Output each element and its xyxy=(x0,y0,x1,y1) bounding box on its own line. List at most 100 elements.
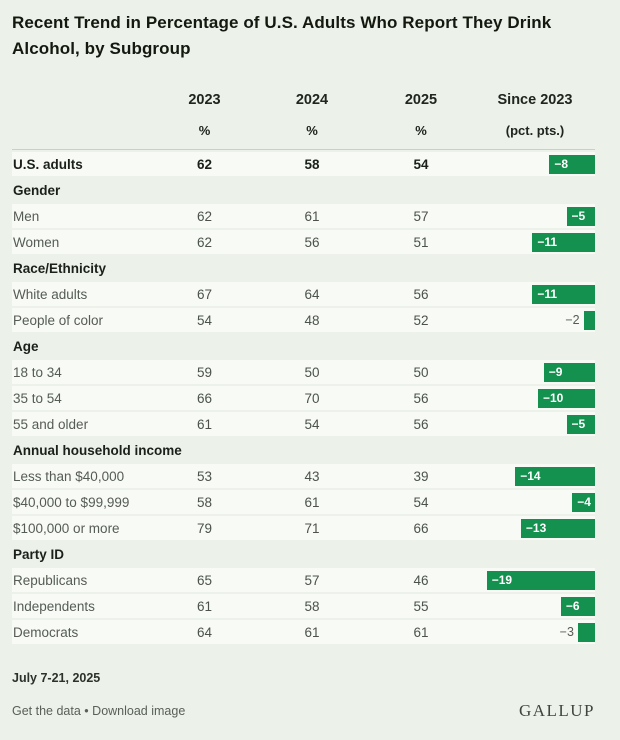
footer-links: Get the data • Download image xyxy=(12,704,185,718)
value-2024: 61 xyxy=(304,208,320,224)
value-2025: 54 xyxy=(413,494,429,510)
download-image-link[interactable]: Download image xyxy=(92,704,186,718)
value-2024: 70 xyxy=(304,390,320,406)
value-2025: 39 xyxy=(413,468,429,484)
link-separator: • xyxy=(84,704,89,718)
row-label: 35 to 54 xyxy=(13,390,62,406)
change-label: −13 xyxy=(525,521,547,535)
value-2023: 62 xyxy=(196,234,213,250)
value-2023: 58 xyxy=(196,494,213,510)
unit-pct-2025: % xyxy=(415,123,427,138)
value-2024: 54 xyxy=(304,416,320,432)
unit-pct-2024: % xyxy=(306,123,318,138)
change-label: −10 xyxy=(543,391,564,405)
subgroup-table: U.S. adults 62 58 54 −8 Gender Men 62 61 57 −5 Wome… xyxy=(12,149,595,644)
column-header-2025: 2025 xyxy=(404,92,438,108)
section-header-row: Party ID xyxy=(12,542,595,566)
section-label: Race/Ethnicity xyxy=(13,260,107,276)
value-2024: 61 xyxy=(304,624,320,640)
change-bar-cell: −11 xyxy=(475,282,595,306)
value-2023: 64 xyxy=(196,624,213,640)
gallup-logo: GALLUP xyxy=(518,701,595,720)
table-row: Men 62 61 57 −5 xyxy=(12,204,595,228)
value-2024: 61 xyxy=(304,494,320,510)
table-row: 18 to 34 59 50 50 −9 xyxy=(12,360,595,384)
change-bar xyxy=(583,310,595,330)
row-label: $100,000 or more xyxy=(13,520,120,536)
change-bar: −19 xyxy=(486,570,595,590)
value-2023: 54 xyxy=(196,312,213,328)
section-header-row: Race/Ethnicity xyxy=(12,256,595,280)
value-2024: 56 xyxy=(304,234,320,250)
value-2023: 62 xyxy=(196,208,213,224)
change-label: −5 xyxy=(571,209,586,223)
table-row: Independents 61 58 55 −6 xyxy=(12,594,595,618)
value-2024: 57 xyxy=(304,572,320,588)
row-label: People of color xyxy=(13,312,104,328)
row-label: Less than $40,000 xyxy=(13,468,125,484)
column-header-row: 2023 2024 2025 Since 2023 xyxy=(12,92,595,108)
row-label: White adults xyxy=(13,286,88,302)
value-2025: 46 xyxy=(413,572,429,588)
change-label: −9 xyxy=(548,365,563,379)
change-bar: −13 xyxy=(520,518,595,538)
change-label: −19 xyxy=(491,573,513,587)
table-row: Republicans 65 57 46 −19 xyxy=(12,568,595,592)
get-the-data-link[interactable]: Get the data xyxy=(12,704,81,718)
change-bar: −5 xyxy=(566,414,595,434)
table-row: 55 and older 61 54 56 −5 xyxy=(12,412,595,436)
change-bar-cell: −14 xyxy=(475,464,595,488)
change-bar: −14 xyxy=(515,466,595,486)
table-row: Women 62 56 51 −11 xyxy=(12,230,595,254)
change-bar-cell: −19 xyxy=(475,568,595,592)
change-label: −8 xyxy=(554,157,569,171)
value-2025: 56 xyxy=(413,286,429,302)
unit-pct-2023: % xyxy=(198,123,211,138)
row-label: Men xyxy=(13,208,40,224)
change-bar: −4 xyxy=(572,492,595,512)
value-2025: 57 xyxy=(413,208,429,224)
change-label: −5 xyxy=(571,417,586,431)
table-row: $40,000 to $99,999 58 61 54 −4 xyxy=(12,490,595,514)
section-header-row: Annual household income xyxy=(12,438,595,462)
value-2025: 50 xyxy=(413,364,429,380)
change-bar-cell: −8 xyxy=(475,152,595,176)
row-label: $40,000 to $99,999 xyxy=(13,494,130,510)
table-row: Democrats 64 61 61 −3 xyxy=(12,620,595,644)
value-2024: 71 xyxy=(304,520,320,536)
value-2023: 61 xyxy=(196,598,213,614)
change-bar-cell: −11 xyxy=(475,230,595,254)
value-2025: 51 xyxy=(413,234,429,250)
row-label: Women xyxy=(13,234,60,250)
value-2024: 64 xyxy=(304,286,320,302)
value-2023: 59 xyxy=(196,364,213,380)
table-row: White adults 67 64 56 −11 xyxy=(12,282,595,306)
change-bar xyxy=(577,622,595,642)
unit-header-row: % % % (pct. pts.) xyxy=(12,123,595,138)
change-bar-cell: −4 xyxy=(475,490,595,514)
change-label: −3 xyxy=(559,625,574,639)
table-row: U.S. adults 62 58 54 −8 xyxy=(12,152,595,176)
survey-date: July 7-21, 2025 xyxy=(12,671,101,685)
row-label: Republicans xyxy=(13,572,88,588)
change-label: −2 xyxy=(565,313,580,327)
change-bar-cell: −3 xyxy=(475,620,595,644)
table-row: Less than $40,000 53 43 39 −14 xyxy=(12,464,595,488)
change-bar: −10 xyxy=(538,388,595,408)
section-label: Age xyxy=(13,338,39,354)
change-bar: −6 xyxy=(560,596,595,616)
unit-pct-pts: (pct. pts.) xyxy=(505,123,565,138)
row-label: 18 to 34 xyxy=(13,364,62,380)
section-label: Gender xyxy=(13,182,61,198)
value-2024: 58 xyxy=(304,156,320,172)
row-label: Democrats xyxy=(13,624,79,640)
value-2024: 43 xyxy=(304,468,320,484)
column-header-since-2023: Since 2023 xyxy=(497,92,573,108)
section-label: Annual household income xyxy=(13,442,182,458)
change-label: −11 xyxy=(537,287,558,301)
value-2025: 52 xyxy=(413,312,429,328)
value-2023: 67 xyxy=(196,286,213,302)
change-bar-cell: −5 xyxy=(475,204,595,228)
change-bar: −5 xyxy=(566,206,595,226)
change-bar: −8 xyxy=(549,154,595,174)
